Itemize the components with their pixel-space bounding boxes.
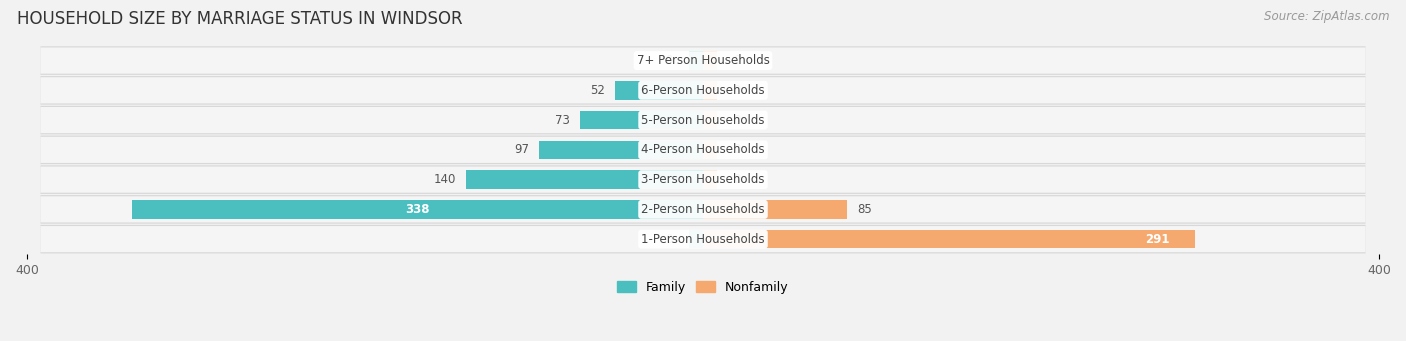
Text: 52: 52 bbox=[591, 84, 605, 97]
FancyBboxPatch shape bbox=[41, 137, 1365, 163]
Bar bbox=[703, 51, 717, 70]
Text: 1-Person Households: 1-Person Households bbox=[641, 233, 765, 246]
Text: 4-Person Households: 4-Person Households bbox=[641, 143, 765, 157]
Bar bbox=[703, 200, 846, 219]
Bar bbox=[703, 230, 1195, 248]
Bar bbox=[538, 140, 703, 159]
FancyBboxPatch shape bbox=[41, 196, 1365, 222]
FancyBboxPatch shape bbox=[41, 195, 1365, 224]
Bar bbox=[703, 140, 717, 159]
Bar bbox=[703, 170, 717, 189]
Text: 6-Person Households: 6-Person Households bbox=[641, 84, 765, 97]
Bar bbox=[467, 170, 703, 189]
Bar bbox=[132, 200, 703, 219]
Bar bbox=[689, 51, 703, 70]
Text: 0: 0 bbox=[665, 233, 672, 246]
Text: 0: 0 bbox=[665, 54, 672, 67]
Text: 338: 338 bbox=[405, 203, 430, 216]
Text: 73: 73 bbox=[554, 114, 569, 127]
FancyBboxPatch shape bbox=[41, 166, 1365, 193]
Text: 0: 0 bbox=[734, 54, 741, 67]
FancyBboxPatch shape bbox=[41, 47, 1365, 74]
FancyBboxPatch shape bbox=[41, 165, 1365, 194]
Text: 85: 85 bbox=[856, 203, 872, 216]
Text: 97: 97 bbox=[515, 143, 529, 157]
FancyBboxPatch shape bbox=[41, 107, 1365, 133]
FancyBboxPatch shape bbox=[41, 46, 1365, 75]
Text: HOUSEHOLD SIZE BY MARRIAGE STATUS IN WINDSOR: HOUSEHOLD SIZE BY MARRIAGE STATUS IN WIN… bbox=[17, 10, 463, 28]
Bar bbox=[703, 81, 717, 100]
Text: 0: 0 bbox=[734, 114, 741, 127]
Text: 3-Person Households: 3-Person Households bbox=[641, 173, 765, 186]
Text: 0: 0 bbox=[734, 143, 741, 157]
FancyBboxPatch shape bbox=[41, 136, 1365, 164]
FancyBboxPatch shape bbox=[41, 225, 1365, 253]
Text: 0: 0 bbox=[734, 173, 741, 186]
Text: 0: 0 bbox=[734, 84, 741, 97]
FancyBboxPatch shape bbox=[41, 106, 1365, 134]
Text: 140: 140 bbox=[434, 173, 456, 186]
Legend: Family, Nonfamily: Family, Nonfamily bbox=[617, 281, 789, 294]
Bar bbox=[689, 230, 703, 248]
FancyBboxPatch shape bbox=[41, 76, 1365, 105]
Text: 5-Person Households: 5-Person Households bbox=[641, 114, 765, 127]
Bar bbox=[703, 111, 717, 129]
FancyBboxPatch shape bbox=[41, 77, 1365, 103]
Bar bbox=[614, 81, 703, 100]
Text: 291: 291 bbox=[1144, 233, 1170, 246]
Text: 7+ Person Households: 7+ Person Households bbox=[637, 54, 769, 67]
FancyBboxPatch shape bbox=[41, 226, 1365, 252]
Text: Source: ZipAtlas.com: Source: ZipAtlas.com bbox=[1264, 10, 1389, 23]
Text: 2-Person Households: 2-Person Households bbox=[641, 203, 765, 216]
Bar bbox=[579, 111, 703, 129]
